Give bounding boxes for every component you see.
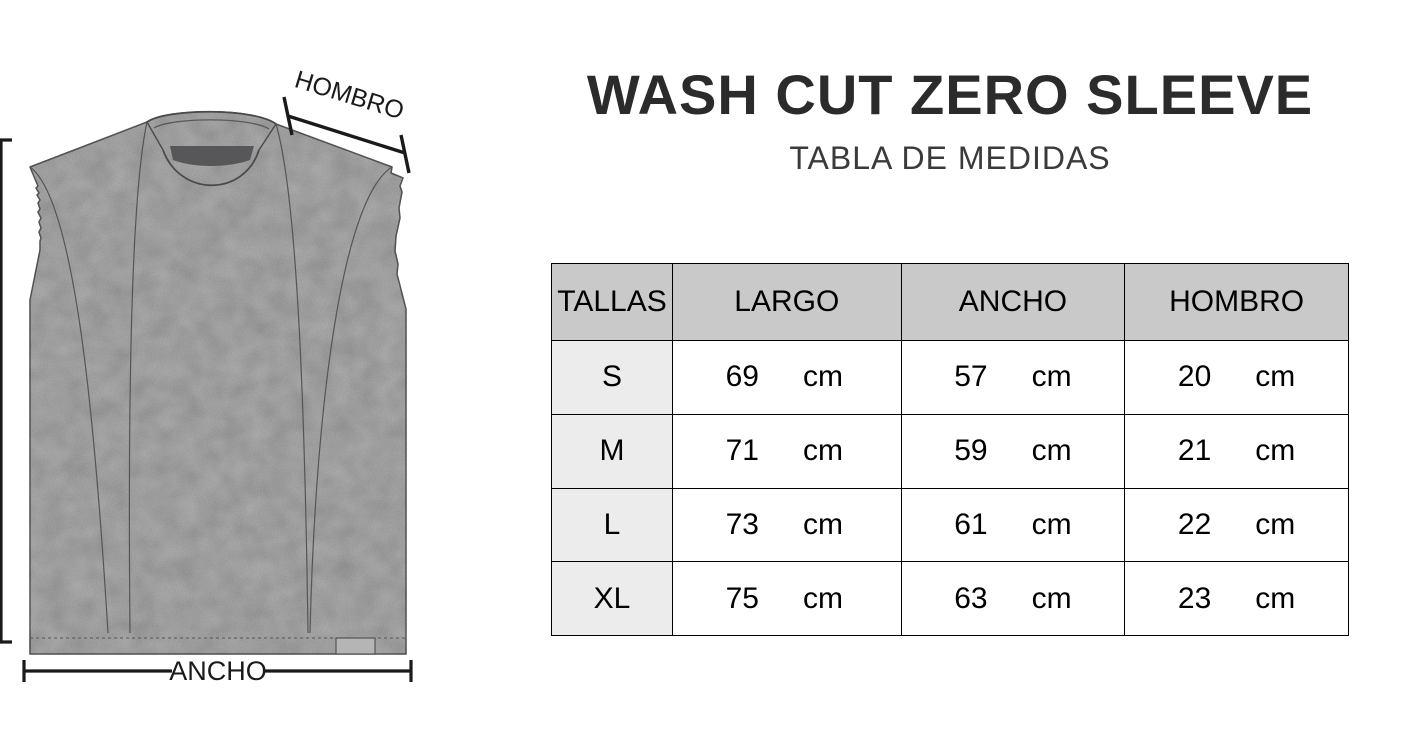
svg-text:ANCHO: ANCHO (169, 656, 267, 686)
svg-text:HOMBRO: HOMBRO (291, 66, 407, 126)
